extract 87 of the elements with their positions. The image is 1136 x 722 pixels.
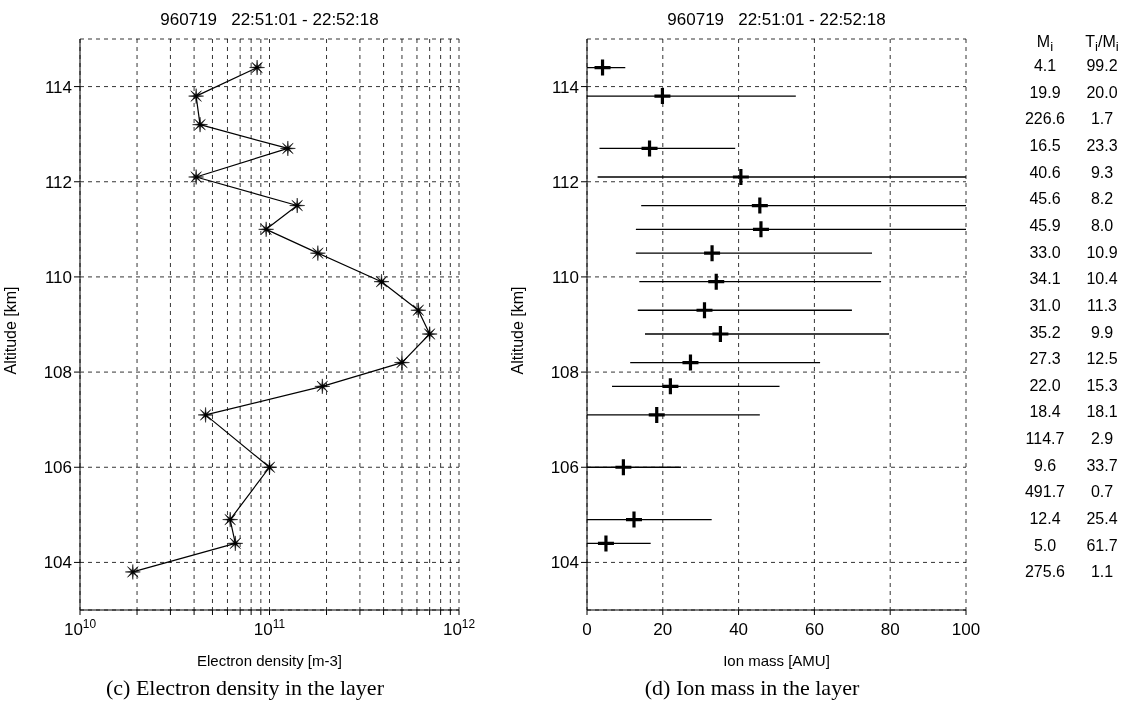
- point: [597, 535, 614, 552]
- chart-title: 960719 22:51:01 - 22:52:18: [666, 10, 887, 30]
- y-tick-label: 114: [44, 77, 72, 97]
- text: 226.6: [1023, 109, 1066, 130]
- point: [654, 88, 671, 105]
- text: 8.0: [1089, 215, 1115, 236]
- text: 99.2: [1085, 56, 1119, 76]
- text: 18.1: [1085, 402, 1119, 423]
- point: [615, 459, 632, 476]
- text: 9.9: [1089, 322, 1115, 343]
- x-tick-label: 0: [582, 620, 592, 639]
- y-axis-title: Altitude [km]: [508, 286, 526, 375]
- x-tick-label: 80: [880, 620, 900, 639]
- text: M$_{i}$: [1035, 32, 1055, 57]
- text: 31.0: [1028, 295, 1062, 316]
- text: 45.9: [1028, 215, 1062, 236]
- text: 40.6: [1028, 162, 1062, 183]
- chart-title: 960719 22:51:01 - 22:52:18: [159, 10, 380, 30]
- text: 16.5: [1028, 135, 1062, 156]
- y-tick-label: 112: [551, 172, 579, 192]
- point: [626, 511, 642, 528]
- x-tick-label: 10$^{11}$: [253, 617, 286, 639]
- text: 20.0: [1085, 82, 1119, 103]
- text: 9.3: [1089, 162, 1115, 183]
- text: 5.0: [1032, 535, 1058, 556]
- x-tick-label: 10$^{10}$: [63, 617, 97, 639]
- x-tick-label: 40: [729, 620, 749, 639]
- text: 61.7: [1085, 535, 1119, 556]
- text: 34.1: [1028, 269, 1062, 290]
- x-tick-label: 20: [653, 620, 673, 639]
- y-tick-label: 110: [44, 267, 72, 287]
- text: 491.7: [1023, 482, 1066, 503]
- y-tick-label: 106: [550, 458, 579, 478]
- point: [708, 273, 725, 290]
- x-tick-label: 10$^{12}$: [442, 617, 476, 639]
- y-tick-label: 108: [550, 363, 579, 383]
- text: 15.3: [1085, 375, 1119, 396]
- text: 10.4: [1085, 269, 1119, 290]
- text: 275.6: [1023, 562, 1066, 583]
- point: [751, 197, 768, 214]
- text: 12.5: [1085, 349, 1119, 370]
- text: 8.2: [1089, 189, 1115, 210]
- text: 23.3: [1085, 135, 1119, 156]
- text: 33.0: [1028, 242, 1062, 263]
- text: 33.7: [1085, 455, 1119, 476]
- y-axis-title: Altitude [km]: [1, 286, 19, 375]
- text: 0.7: [1089, 482, 1115, 503]
- x-tick-label: 60: [804, 620, 824, 639]
- text: 10.9: [1085, 242, 1119, 263]
- point: [752, 221, 769, 238]
- text: 2.9: [1089, 429, 1115, 450]
- text: T$_{i}$/M$_{i}$: [1084, 32, 1120, 57]
- text: 9.6: [1032, 455, 1058, 476]
- text: 18.4: [1028, 402, 1062, 423]
- y-tick-label: 106: [43, 458, 72, 478]
- text: 1.1: [1089, 562, 1115, 583]
- text: 25.4: [1085, 509, 1119, 530]
- x-tick-label: 100: [951, 620, 981, 639]
- x-axis-title: Electron density [m-3]: [196, 652, 343, 669]
- x-axis-title: Ion mass [AMU]: [723, 652, 830, 669]
- text: 11.3: [1086, 295, 1118, 316]
- text: 114.7: [1024, 429, 1066, 450]
- text: 4.1: [1032, 56, 1058, 76]
- point: [704, 245, 721, 262]
- text: (d) Ion mass in the layer: [643, 675, 861, 701]
- y-tick-label: 108: [43, 363, 72, 383]
- y-tick-label: 114: [551, 77, 579, 97]
- point: [732, 168, 749, 185]
- point: [641, 140, 658, 157]
- point: [594, 59, 611, 76]
- point: [696, 302, 713, 319]
- text: 22.0: [1028, 375, 1062, 396]
- text: 1.7: [1089, 109, 1115, 130]
- text: 45.6: [1028, 189, 1062, 210]
- y-tick-label: 112: [44, 172, 72, 192]
- text: 27.3: [1028, 349, 1062, 370]
- text: 19.9: [1028, 82, 1062, 103]
- text: 35.2: [1028, 322, 1062, 343]
- y-tick-label: 104: [43, 553, 72, 573]
- point: [682, 354, 699, 371]
- y-tick-label: 110: [551, 267, 579, 287]
- point: [662, 378, 679, 395]
- y-tick-label: 104: [550, 553, 579, 573]
- text: (c) Electron density in the layer: [105, 675, 385, 701]
- point: [712, 326, 729, 343]
- point: [648, 406, 665, 423]
- text: 12.4: [1028, 509, 1062, 530]
